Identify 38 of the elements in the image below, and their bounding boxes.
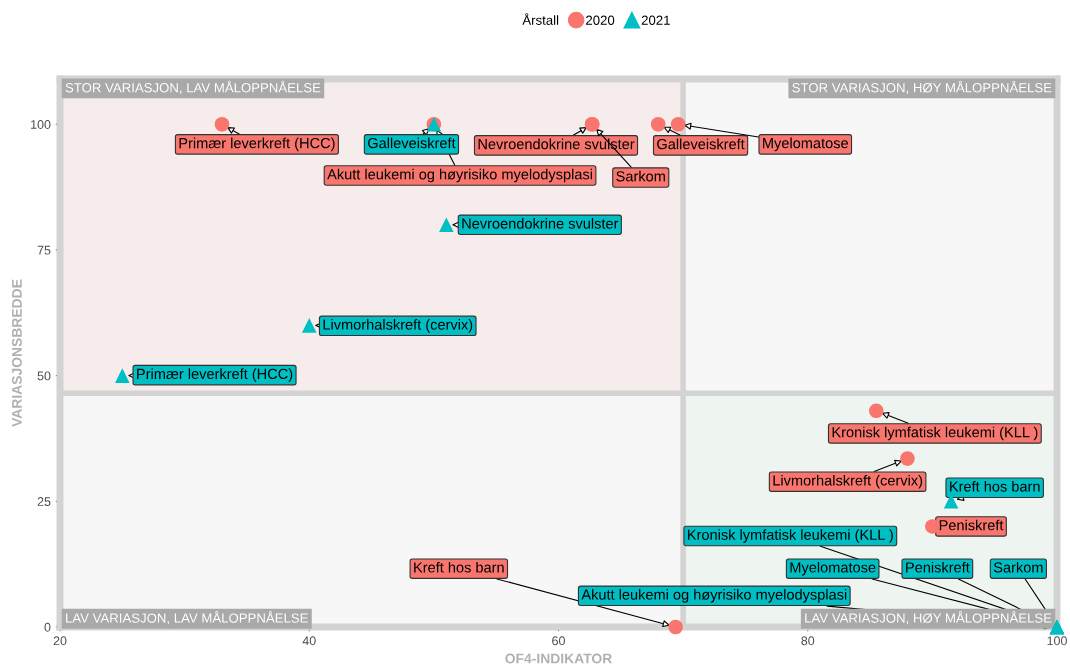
annotation: LAV VARIASJON, LAV MÅLOPPNÅELSE	[66, 611, 308, 625]
y-tick-label: 100	[31, 120, 51, 129]
annotation: Kreft hos barn	[414, 561, 504, 573]
x-tick-label: 100	[1047, 636, 1067, 646]
legend-label: 2021	[641, 15, 670, 25]
annotation: Livmorhalskreft (cervix)	[323, 319, 473, 333]
annotation: Nevroendokrine svulster	[462, 218, 619, 229]
annotation: Kreft hos barn	[950, 480, 1040, 492]
x-tick-label: 20	[53, 636, 67, 646]
annotation: Livmorhalskreft (cervix)	[773, 474, 923, 489]
annotation: Kronisk lymfatisk leukemi (KLL )	[688, 529, 893, 543]
annotation: Peniskreft	[939, 519, 1004, 531]
y-tick-label: 75	[37, 245, 51, 255]
annotation: Peniskreft	[906, 561, 970, 573]
annotation: Myelomatose	[763, 137, 848, 152]
annotation: Galleveiskreft	[657, 138, 745, 150]
legend-title: Årstall	[522, 13, 559, 25]
annotation: Primær leverkreft (HCC)	[137, 368, 293, 382]
y-axis-title: VARIASJONSBREDDE	[11, 279, 22, 427]
annotation: Kronisk lymfatisk leukemi (KLL )	[832, 426, 1038, 441]
annotation: Akutt leukemi og høyrisiko myelodysplasi	[327, 168, 592, 183]
x-tick-label: 80	[801, 636, 815, 646]
x-tick-label: 60	[552, 636, 565, 646]
y-tick-label: 25	[37, 497, 51, 506]
y-tick-label: 50	[37, 371, 51, 381]
annotation: Primær leverkreft (HCC)	[179, 137, 335, 152]
x-tick-label: 40	[302, 636, 316, 646]
legend-label: 2020	[586, 15, 615, 25]
annotation: Sarkom	[616, 170, 665, 182]
annotation: Akutt leukemi og høyrisiko myelodysplasi	[581, 589, 847, 603]
annotation: LAV VARIASJON, HØY MÅLOPPNÅELSE	[805, 611, 1052, 625]
y-tick-label: 0	[44, 622, 51, 632]
annotation: STOR VARIASJON, HØY MÅLOPPNÅELSE	[792, 80, 1052, 94]
x-axis-title: OF4-INDIKATOR	[505, 653, 612, 664]
annotation: Myelomatose	[790, 561, 876, 576]
annotation: Sarkom	[993, 561, 1043, 573]
annotation: STOR VARIASJON, LAV MÅLOPPNÅELSE	[65, 80, 321, 94]
annotation: Galleveiskreft	[368, 137, 456, 149]
